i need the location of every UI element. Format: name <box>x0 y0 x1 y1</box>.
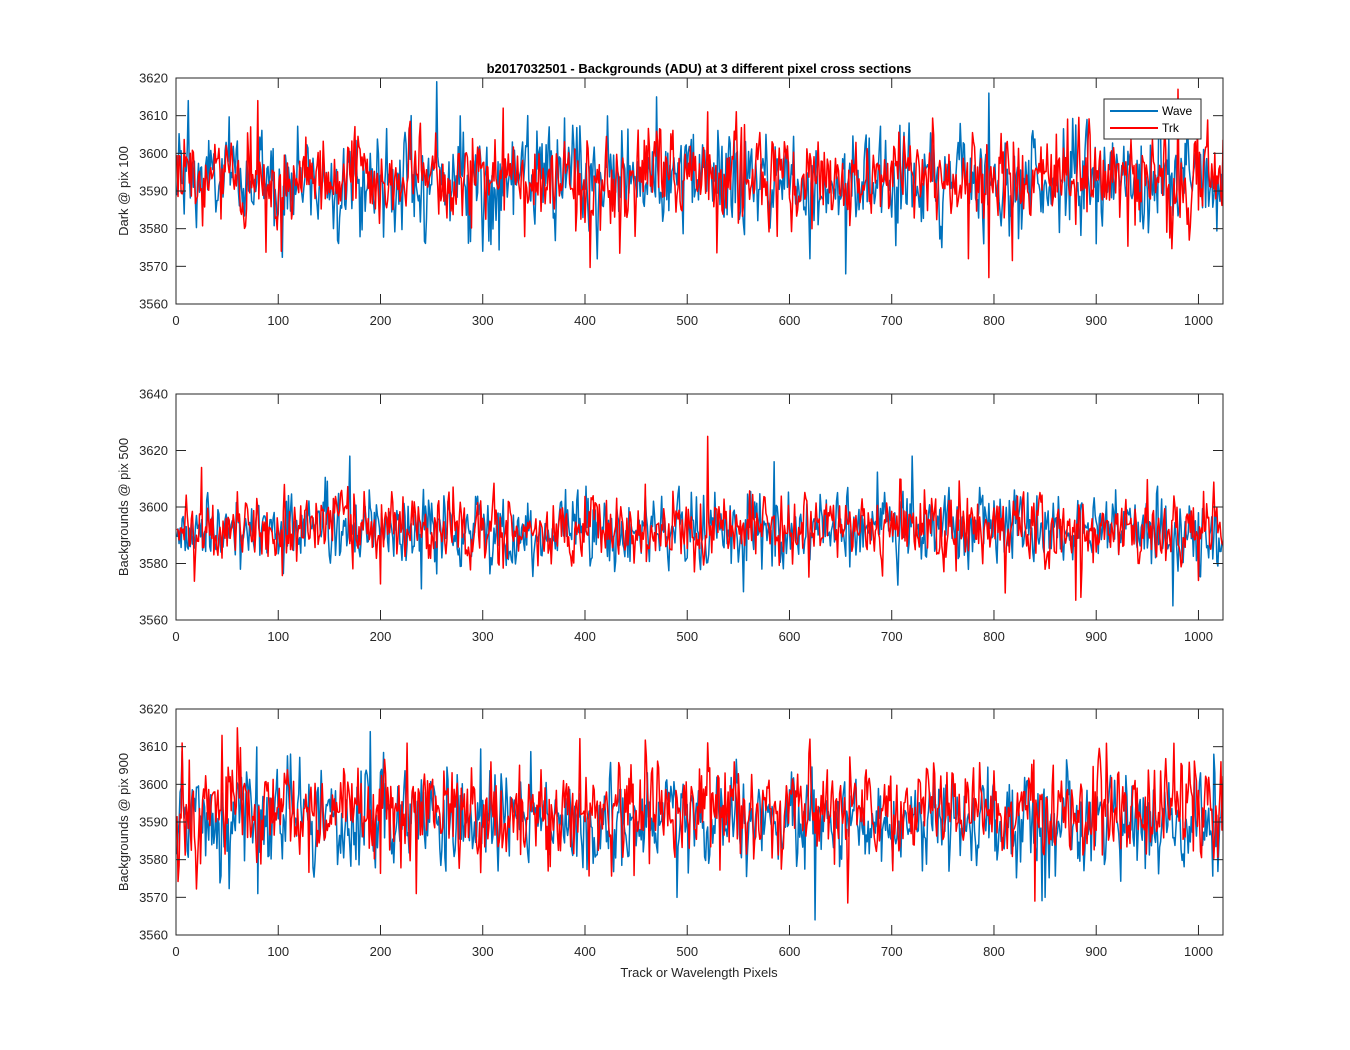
plot-area-2: 0 100 200 300 400 500 600 700 800 900 1000 3560 3580… <box>139 387 1224 644</box>
x-tick-label: 600 <box>779 313 801 328</box>
subplot-3: 0 100 200 300 400 500 600 700 800 900 1000 3560 3570… <box>116 702 1224 959</box>
y-tick-label: 3600 <box>139 777 168 792</box>
chart-title: b2017032501 - Backgrounds (ADU) at 3 dif… <box>487 61 912 76</box>
x-tick-label: 400 <box>574 313 596 328</box>
legend: Wave Trk <box>1103 98 1202 140</box>
y-tick-label: 3590 <box>139 184 168 199</box>
x-tick-label: 200 <box>370 629 392 644</box>
x-tick-label: 200 <box>370 313 392 328</box>
subplot-1: 0 100 200 300 400 500 600 700 800 900 1000 3560 3570… <box>116 71 1224 328</box>
x-tick-label: 100 <box>267 313 289 328</box>
legend-label-wave: Wave <box>1162 104 1193 118</box>
y-axis-label-1: Dark @ pix 100 <box>116 146 131 236</box>
x-tick-label: 100 <box>267 629 289 644</box>
y-tick-label: 3600 <box>139 500 168 515</box>
y-tick-label: 3620 <box>139 702 168 717</box>
y-tick-label: 3610 <box>139 739 168 754</box>
x-tick-label: 1000 <box>1184 944 1213 959</box>
x-axis-label: Track or Wavelength Pixels <box>620 965 778 980</box>
series-line-wave <box>176 730 1223 921</box>
subplot-2: 0 100 200 300 400 500 600 700 800 900 1000 3560 3580… <box>116 387 1224 644</box>
x-tick-label: 600 <box>779 944 801 959</box>
y-axis-label-2: Backgrounds @ pix 500 <box>116 438 131 576</box>
y-tick-label: 3580 <box>139 556 168 571</box>
y-axis-label-3: Backgrounds @ pix 900 <box>116 753 131 891</box>
x-tick-label: 900 <box>1085 629 1107 644</box>
x-tick-label: 1000 <box>1184 313 1213 328</box>
y-tick-label: 3560 <box>139 297 168 312</box>
y-tick-label: 3560 <box>139 613 168 628</box>
x-tick-label: 300 <box>472 944 494 959</box>
y-tick-label: 3610 <box>139 108 168 123</box>
x-tick-label: 900 <box>1085 313 1107 328</box>
y-tick-label: 3600 <box>139 146 168 161</box>
x-tick-label: 700 <box>881 313 903 328</box>
series-line-trk <box>176 435 1223 601</box>
y-tick-label: 3560 <box>139 928 168 943</box>
x-tick-label: 900 <box>1085 944 1107 959</box>
legend-label-trk: Trk <box>1162 121 1180 135</box>
series-line-trk <box>176 88 1223 279</box>
x-tick-label: 0 <box>172 944 179 959</box>
x-tick-label: 800 <box>983 629 1005 644</box>
y-tick-label: 3570 <box>139 890 168 905</box>
x-tick-label: 800 <box>983 944 1005 959</box>
y-tick-label: 3620 <box>139 71 168 86</box>
y-tick-label: 3640 <box>139 387 168 402</box>
x-tick-label: 700 <box>881 944 903 959</box>
y-tick-label: 3620 <box>139 443 168 458</box>
x-tick-label: 300 <box>472 629 494 644</box>
x-tick-label: 200 <box>370 944 392 959</box>
x-tick-label: 300 <box>472 313 494 328</box>
plot-area-3: 0 100 200 300 400 500 600 700 800 900 1000 3560 3570… <box>139 702 1224 959</box>
x-tick-label: 0 <box>172 629 179 644</box>
x-tick-label: 0 <box>172 313 179 328</box>
x-tick-label: 700 <box>881 629 903 644</box>
x-tick-label: 400 <box>574 629 596 644</box>
y-tick-label: 3580 <box>139 852 168 867</box>
x-tick-label: 1000 <box>1184 629 1213 644</box>
x-tick-label: 500 <box>676 313 698 328</box>
x-tick-label: 600 <box>779 629 801 644</box>
x-tick-label: 500 <box>676 629 698 644</box>
x-tick-label: 100 <box>267 944 289 959</box>
legend-box <box>1103 98 1202 140</box>
y-tick-label: 3570 <box>139 259 168 274</box>
x-tick-label: 500 <box>676 944 698 959</box>
series-line-trk <box>176 727 1223 904</box>
y-tick-label: 3580 <box>139 221 168 236</box>
plot-area-1: 0 100 200 300 400 500 600 700 800 900 1000 3560 3570… <box>139 71 1224 328</box>
x-tick-label: 800 <box>983 313 1005 328</box>
x-tick-label: 400 <box>574 944 596 959</box>
y-tick-label: 3590 <box>139 815 168 830</box>
